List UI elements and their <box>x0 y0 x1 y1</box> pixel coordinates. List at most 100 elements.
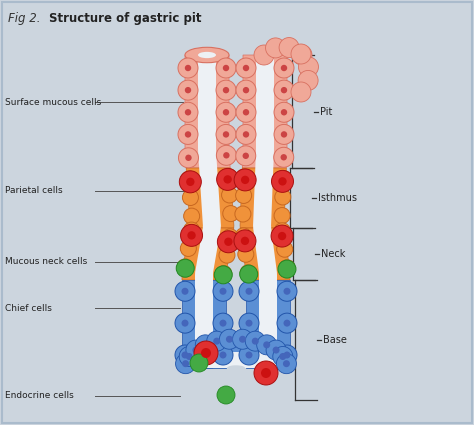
Circle shape <box>254 45 274 65</box>
Circle shape <box>182 288 189 295</box>
Circle shape <box>266 340 286 360</box>
Circle shape <box>271 225 293 247</box>
Circle shape <box>219 247 235 263</box>
Circle shape <box>216 80 236 100</box>
Circle shape <box>178 125 198 144</box>
Circle shape <box>219 329 239 349</box>
Polygon shape <box>240 168 286 228</box>
Circle shape <box>182 320 189 327</box>
Circle shape <box>217 168 238 190</box>
Circle shape <box>223 175 232 184</box>
Circle shape <box>216 58 236 78</box>
Circle shape <box>178 148 199 168</box>
Circle shape <box>254 361 278 385</box>
Circle shape <box>213 313 233 333</box>
Circle shape <box>238 246 254 262</box>
Circle shape <box>257 335 277 355</box>
Circle shape <box>236 146 256 166</box>
Text: Chief cells: Chief cells <box>5 303 52 313</box>
Circle shape <box>219 351 227 359</box>
Circle shape <box>274 58 294 78</box>
Circle shape <box>272 170 293 193</box>
Circle shape <box>216 266 232 281</box>
Circle shape <box>219 288 227 295</box>
Circle shape <box>283 360 290 367</box>
Circle shape <box>265 38 285 58</box>
Text: Fig 2.: Fig 2. <box>8 12 44 25</box>
Polygon shape <box>185 55 230 168</box>
Circle shape <box>279 37 299 57</box>
Circle shape <box>237 169 252 185</box>
Circle shape <box>281 131 287 138</box>
Circle shape <box>274 223 290 239</box>
Circle shape <box>183 222 200 238</box>
Circle shape <box>216 125 236 144</box>
Circle shape <box>283 320 291 327</box>
Circle shape <box>181 224 202 246</box>
Text: Pit: Pit <box>320 107 332 116</box>
Circle shape <box>180 241 196 256</box>
Circle shape <box>236 102 256 122</box>
Circle shape <box>243 65 249 71</box>
Circle shape <box>175 345 195 365</box>
Circle shape <box>175 313 195 333</box>
Circle shape <box>236 125 256 144</box>
Circle shape <box>277 241 292 257</box>
Circle shape <box>179 171 201 193</box>
Circle shape <box>213 345 233 365</box>
Circle shape <box>277 345 297 365</box>
Circle shape <box>292 45 312 65</box>
Text: Neck: Neck <box>320 249 345 259</box>
Circle shape <box>220 168 237 184</box>
Polygon shape <box>259 280 277 368</box>
Text: Base: Base <box>323 335 347 345</box>
Circle shape <box>178 58 198 78</box>
Circle shape <box>273 346 293 366</box>
Circle shape <box>223 109 229 116</box>
Circle shape <box>273 346 280 354</box>
Text: Mucous neck cells: Mucous neck cells <box>5 257 87 266</box>
Circle shape <box>226 336 233 343</box>
Circle shape <box>243 153 249 159</box>
Circle shape <box>183 208 200 224</box>
Circle shape <box>185 131 191 138</box>
Text: Parietal cells: Parietal cells <box>5 186 63 196</box>
Circle shape <box>202 341 209 348</box>
Circle shape <box>177 259 193 275</box>
Polygon shape <box>274 53 303 82</box>
Circle shape <box>263 341 270 348</box>
Circle shape <box>219 320 227 327</box>
Circle shape <box>239 313 259 333</box>
Circle shape <box>246 351 253 359</box>
Circle shape <box>221 187 237 203</box>
Circle shape <box>243 87 249 94</box>
Circle shape <box>246 288 253 295</box>
Circle shape <box>274 102 294 122</box>
Text: Surface mucous cells: Surface mucous cells <box>5 98 101 107</box>
Circle shape <box>201 348 211 358</box>
Circle shape <box>299 57 319 77</box>
Circle shape <box>178 102 198 122</box>
Circle shape <box>252 337 259 345</box>
Circle shape <box>214 266 232 284</box>
Circle shape <box>274 80 294 100</box>
Polygon shape <box>195 228 221 280</box>
Circle shape <box>234 230 256 252</box>
Circle shape <box>187 231 196 240</box>
Circle shape <box>283 351 291 359</box>
Circle shape <box>176 259 194 277</box>
Circle shape <box>281 109 287 116</box>
Polygon shape <box>182 228 234 280</box>
Circle shape <box>178 80 198 100</box>
Circle shape <box>186 353 193 360</box>
Circle shape <box>243 109 249 116</box>
Circle shape <box>240 265 256 281</box>
Circle shape <box>239 336 246 343</box>
Circle shape <box>186 340 206 360</box>
Polygon shape <box>253 168 273 228</box>
Circle shape <box>216 145 237 165</box>
Circle shape <box>281 65 287 71</box>
Circle shape <box>236 228 251 244</box>
Text: Structure of gastric pit: Structure of gastric pit <box>49 12 201 25</box>
Ellipse shape <box>185 47 229 63</box>
